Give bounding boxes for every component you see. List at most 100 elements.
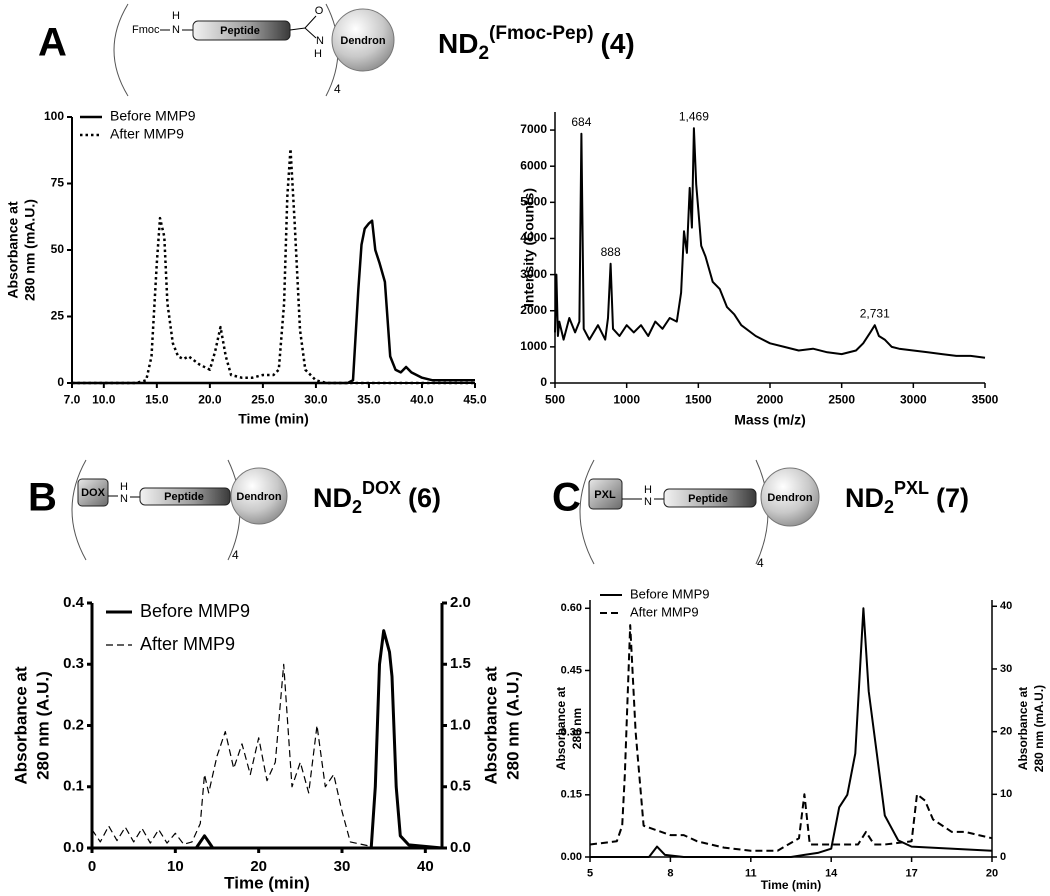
y-tick-label: 0.60 (561, 602, 582, 614)
chart: 500 1000 1500 2000 2500 3000 3500 0 1000 2000 3000… (520, 109, 998, 427)
y-tick-label: 5000 (520, 195, 547, 209)
x-tick-label: 20.0 (198, 392, 222, 406)
schematic-text: N (172, 24, 180, 36)
schematic-text: DOX (81, 487, 106, 499)
panel-label: B (28, 476, 57, 520)
y2-tick-label: 20 (1000, 726, 1012, 738)
dendron-sphere (760, 467, 820, 527)
y-tick-label: 25 (51, 309, 65, 323)
y2-tick-label: 40 (1000, 600, 1012, 612)
x-tick-label: 1000 (613, 392, 640, 406)
y-tick-label: 100 (44, 109, 64, 123)
panel-a-header: A Fmoc N H Peptide O N H 4 Dendron ND2(F… (38, 3, 635, 97)
x-tick-label: 10 (167, 858, 184, 875)
bracket (71, 459, 87, 561)
schematic-text: N (120, 493, 128, 505)
legend-label: After MMP9 (140, 634, 235, 654)
x-tick-label: 3500 (972, 392, 999, 406)
legend-label: Before MMP9 (140, 601, 250, 621)
compound-name: ND2(Fmoc-Pep) (4) (438, 23, 635, 64)
y-tick-label: 75 (51, 176, 65, 190)
x-tick-label: 25.0 (251, 392, 275, 406)
y2-tick-label: 0.0 (450, 839, 471, 856)
schematic-text: H (314, 48, 322, 60)
schematic-text: Fmoc (132, 24, 160, 36)
compound-sup: (Fmoc-Pep) (489, 23, 594, 44)
legend-label: Before MMP9 (110, 108, 196, 124)
panel-label: A (38, 21, 67, 65)
bond (289, 27, 317, 39)
bracket (579, 459, 595, 565)
compound-number: (6) (408, 483, 441, 513)
x-tick-label: 0 (88, 858, 96, 875)
data-line (72, 147, 475, 385)
x-axis-title: Time (min) (761, 878, 821, 892)
x-tick-label: 35.0 (357, 392, 381, 406)
dendron-sphere (230, 467, 288, 525)
compound-base: ND (845, 483, 884, 513)
compound-sub: 2 (884, 497, 894, 517)
chart: 0 10 20 30 40 0.0 0.1 0.2 0.3 0.4 0.0 0.5 1.0 1.5 2.0 T… (11, 594, 522, 893)
y2-tick-label: 1.0 (450, 716, 471, 733)
y-axis-title: Intensity (Counts) (521, 188, 537, 307)
y-axis-title: 280 nm (mA.U.) (22, 199, 38, 301)
schematic-text: N (316, 35, 324, 47)
y2-tick-label: 30 (1000, 663, 1012, 675)
x-tick-label: 11 (745, 868, 757, 880)
y2-axis-title: 280 nm (A.U.) (503, 671, 522, 780)
legend: Before MMP9 After MMP9 (106, 601, 250, 654)
compound-base: ND (313, 483, 352, 513)
compound-sup: PXL (894, 478, 929, 498)
y-axis-title: Absorbance at (11, 666, 30, 784)
x-tick-label: 1500 (685, 392, 712, 406)
x-tick-label: 2000 (757, 392, 784, 406)
panel-c-header: C PXL H N Peptide 4 Dendron ND2PXL (7) (552, 459, 969, 570)
schematic-text: Peptide (688, 493, 728, 505)
compound-sup: DOX (362, 478, 401, 498)
y2-tick-label: 0.5 (450, 778, 471, 795)
x-tick-label: 2500 (828, 392, 855, 406)
data-line (91, 663, 442, 849)
peak-label: 888 (601, 245, 621, 259)
legend-label: After MMP9 (110, 126, 184, 142)
y-tick-label: 0.0 (63, 839, 84, 856)
y-axis-title: 280 nm (A.U.) (33, 671, 52, 780)
schematic-text: Dendron (767, 492, 813, 504)
y-tick-label: 50 (51, 242, 65, 256)
peak-label: 2,731 (860, 306, 890, 320)
peptide-block (139, 487, 231, 506)
drug-block (77, 478, 109, 507)
data-line (554, 127, 986, 359)
bond (304, 15, 317, 29)
compound-name: ND2PXL (7) (845, 478, 969, 517)
chart: 7.0 10.0 15.0 20.0 25.0 30.0 35.0 40.0 45.0 0 25 50… (5, 108, 487, 427)
data-line (590, 607, 993, 858)
x-tick-label: 8 (667, 868, 673, 880)
chart: 5 8 11 14 17 20 0.00 0.15 0.30 0.45 0.60 0 10 20 30 40 T… (554, 586, 1046, 892)
schematic-text: PXL (594, 489, 616, 501)
x-tick-label: 3000 (900, 392, 927, 406)
y-tick-label: 7000 (520, 122, 547, 136)
compound-sub: 2 (352, 497, 362, 517)
compound-name: ND2DOX (6) (313, 478, 441, 517)
x-tick-label: 5 (587, 868, 593, 880)
y2-tick-label: 2.0 (450, 594, 471, 611)
y-tick-label: 0.3 (63, 655, 84, 672)
schematic-text: 4 (757, 556, 764, 570)
compound-number: (4) (601, 28, 635, 59)
y-tick-label: 0.45 (561, 664, 582, 676)
y-tick-label: 0.30 (561, 727, 582, 739)
y-tick-label: 6000 (520, 158, 547, 172)
y-tick-label: 0.00 (561, 851, 582, 863)
schematic-text: H (644, 484, 652, 496)
schematic-text: H (172, 10, 180, 22)
y-tick-label: 1000 (520, 339, 547, 353)
x-tick-label: 15.0 (145, 392, 169, 406)
schematic-text: Dendron (236, 491, 282, 503)
x-tick-label: 30 (334, 858, 351, 875)
schematic-text: Dendron (340, 35, 386, 47)
compound-sub: 2 (478, 43, 489, 64)
peptide-block (192, 20, 291, 41)
y-tick-label: 4000 (520, 231, 547, 245)
